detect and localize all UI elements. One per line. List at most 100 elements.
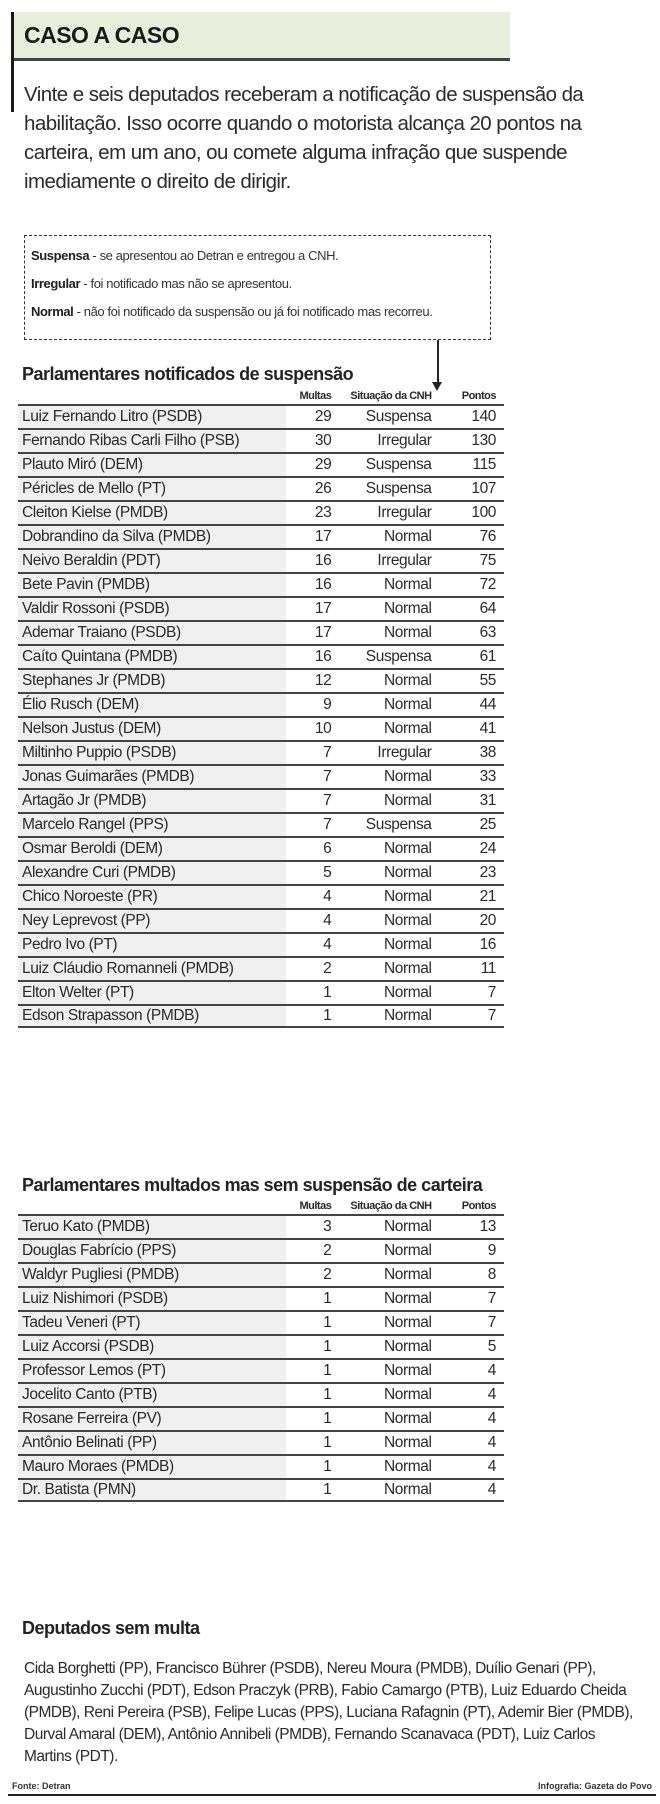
- legend-desc: - se apresentou ao Detran e entregou a C…: [89, 248, 339, 263]
- cell-multas: 30: [314, 432, 332, 449]
- cell-name: Artagão Jr (PMDB): [18, 790, 287, 812]
- legend-item-normal: Normal - não foi notificado da suspensão…: [31, 298, 484, 326]
- cell-name: Fernando Ribas Carli Filho (PSB): [18, 430, 287, 452]
- cell-multas: 1: [323, 1386, 332, 1403]
- cell-name: Nelson Justus (DEM): [18, 718, 287, 740]
- cell-situacao: Normal: [383, 1007, 432, 1024]
- legend-item-suspensa: Suspensa - se apresentou ao Detran e ent…: [31, 242, 484, 270]
- table-row: Antônio Belinati (PP) 1 Normal 4: [18, 1430, 504, 1454]
- cell-name: Luiz Nishimori (PSDB): [18, 1288, 287, 1310]
- table-header: Multas Situação da CNH Pontos: [18, 1196, 504, 1214]
- cell-multas: 17: [314, 600, 332, 617]
- cell-pontos: 61: [479, 648, 497, 665]
- table-body: Teruo Kato (PMDB) 3 Normal 13 Douglas Fabríc…: [18, 1214, 504, 1502]
- cell-pontos: 130: [471, 432, 497, 449]
- cell-name: Plauto Miró (DEM): [18, 454, 287, 476]
- cell-situacao: Normal: [383, 1266, 432, 1283]
- suspended-section-title: Parlamentares notificados de suspensão: [22, 364, 354, 384]
- cell-situacao: Normal: [383, 1314, 432, 1331]
- cell-pontos: 16: [479, 936, 497, 953]
- cell-situacao: Normal: [383, 528, 432, 545]
- cell-multas: 1: [323, 984, 332, 1001]
- cell-multas: 5: [323, 864, 332, 881]
- cell-pontos: 31: [479, 792, 497, 809]
- table-row: Miltinho Puppio (PSDB) 7 Irregular 38: [18, 740, 504, 764]
- table-row: Teruo Kato (PMDB) 3 Normal 13: [18, 1214, 504, 1238]
- cell-name: Stephanes Jr (PMDB): [18, 670, 287, 692]
- cell-name: Valdir Rossoni (PSDB): [18, 598, 287, 620]
- header-multas: Multas: [299, 1200, 332, 1212]
- cell-multas: 9: [323, 696, 332, 713]
- cell-situacao: Normal: [383, 888, 432, 905]
- cell-name: Luiz Accorsi (PSDB): [18, 1336, 287, 1358]
- cell-multas: 6: [323, 840, 332, 857]
- cell-name: Alexandre Curi (PMDB): [18, 862, 287, 884]
- header-situacao: Situação da CNH: [350, 390, 432, 402]
- header-name: [18, 386, 286, 402]
- table-header: Multas Situação da CNH Pontos: [18, 386, 504, 404]
- cell-name: Élio Rusch (DEM): [18, 694, 287, 716]
- cell-pontos: 4: [487, 1481, 497, 1498]
- cell-name: Douglas Fabrício (PPS): [18, 1240, 287, 1262]
- cell-multas: 12: [314, 672, 332, 689]
- table-row: Tadeu Veneri (PT) 1 Normal 7: [18, 1310, 504, 1334]
- header-pontos: Pontos: [461, 1200, 497, 1212]
- cell-pontos: 76: [479, 528, 497, 545]
- cell-situacao: Normal: [383, 720, 432, 737]
- cell-situacao: Normal: [383, 912, 432, 929]
- cell-name: Bete Pavin (PMDB): [18, 574, 287, 596]
- table-row: Fernando Ribas Carli Filho (PSB) 30 Irregu…: [18, 428, 504, 452]
- cell-multas: 2: [323, 960, 332, 977]
- table-row: Dobrandino da Silva (PMDB) 17 Normal 76: [18, 524, 504, 548]
- cell-name: Pedro Ivo (PT): [18, 934, 287, 956]
- left-accent-rule: [11, 12, 14, 112]
- cell-multas: 1: [323, 1481, 332, 1498]
- cell-name: Dobrandino da Silva (PMDB): [18, 526, 287, 548]
- cell-name: Teruo Kato (PMDB): [18, 1216, 287, 1238]
- cell-pontos: 4: [487, 1362, 497, 1379]
- cell-situacao: Irregular: [377, 744, 432, 761]
- table-row: Péricles de Mello (PT) 26 Suspensa 107: [18, 476, 504, 500]
- cell-multas: 7: [323, 792, 332, 809]
- footer: Fonte: Detran Infografia: Gazeta do Povo: [8, 1781, 656, 1796]
- table-row: Cleiton Kielse (PMDB) 23 Irregular 100: [18, 500, 504, 524]
- table-row: Bete Pavin (PMDB) 16 Normal 72: [18, 572, 504, 596]
- cell-pontos: 7: [487, 1314, 497, 1331]
- cell-situacao: Normal: [383, 600, 432, 617]
- cell-name: Luiz Fernando Litro (PSDB): [18, 406, 287, 428]
- header-situacao: Situação da CNH: [350, 1200, 432, 1212]
- cell-name: Chico Noroeste (PR): [18, 886, 287, 908]
- cell-name: Osmar Beroldi (DEM): [18, 838, 287, 860]
- cell-situacao: Normal: [383, 1362, 432, 1379]
- cell-multas: 17: [314, 624, 332, 641]
- cell-pontos: 8: [487, 1266, 497, 1283]
- cell-situacao: Normal: [383, 984, 432, 1001]
- cell-multas: 17: [314, 528, 332, 545]
- cell-name: Ademar Traiano (PSDB): [18, 622, 287, 644]
- cell-pontos: 38: [479, 744, 497, 761]
- table-row: Ney Leprevost (PP) 4 Normal 20: [18, 908, 504, 932]
- no-fine-list: Cida Borghetti (PP), Francisco Bührer (P…: [24, 1660, 633, 1765]
- cell-multas: 1: [323, 1434, 332, 1451]
- cell-name: Cleiton Kielse (PMDB): [18, 502, 287, 524]
- table-row: Alexandre Curi (PMDB) 5 Normal 23: [18, 860, 504, 884]
- cell-name: Elton Welter (PT): [18, 982, 287, 1004]
- cell-situacao: Irregular: [377, 504, 432, 521]
- table-row: Jocelito Canto (PTB) 1 Normal 4: [18, 1382, 504, 1406]
- cell-multas: 1: [323, 1410, 332, 1427]
- cell-name: Dr. Batista (PMN): [18, 1480, 287, 1500]
- cell-multas: 16: [314, 576, 332, 593]
- table-row: Marcelo Rangel (PPS) 7 Suspensa 25: [18, 812, 504, 836]
- table-row: Nelson Justus (DEM) 10 Normal 41: [18, 716, 504, 740]
- table-row: Artagão Jr (PMDB) 7 Normal 31: [18, 788, 504, 812]
- cell-name: Mauro Moraes (PMDB): [18, 1456, 287, 1478]
- cell-multas: 16: [314, 648, 332, 665]
- cell-situacao: Normal: [383, 1218, 432, 1235]
- cell-multas: 29: [314, 408, 332, 425]
- cell-pontos: 55: [479, 672, 497, 689]
- cell-situacao: Irregular: [377, 432, 432, 449]
- cell-situacao: Normal: [383, 960, 432, 977]
- legend-item-irregular: Irregular - foi notificado mas não se ap…: [31, 270, 484, 298]
- arrow-down-icon: [432, 382, 442, 391]
- table-row: Douglas Fabrício (PPS) 2 Normal 9: [18, 1238, 504, 1262]
